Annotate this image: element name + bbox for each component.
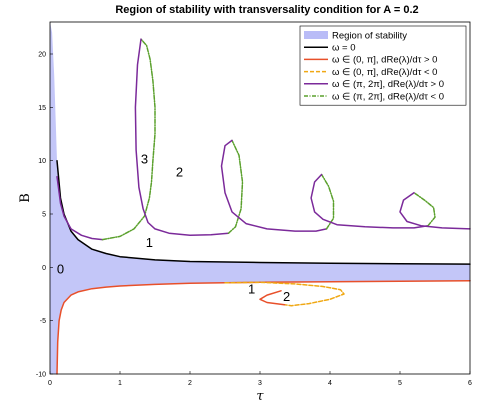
legend-label: ω ∈ (π, 2π], dRe(λ)/dτ < 0 [332,91,444,102]
y-axis-label: B [18,193,33,203]
region-annotation: 3 [141,152,148,167]
series-line-12 [399,191,471,230]
y-tick-label: 10 [38,158,46,165]
series-layer [56,38,471,375]
chart-title: Region of stability with transversality … [115,4,418,16]
region-annotation: 2 [176,164,183,179]
y-tick-label: 0 [42,265,46,272]
x-tick-label: 2 [188,380,192,387]
x-tick-label: 1 [118,380,122,387]
legend-label: ω = 0 [332,43,356,54]
series-line-1 [56,279,471,375]
region-annotation: 2 [283,289,290,304]
y-tick-label: -10 [36,372,46,379]
series-line-8 [220,139,328,232]
legend-box [299,25,467,106]
y-tick-label: -5 [40,318,46,325]
x-tick-label: 3 [258,380,262,387]
region-annotation: 0 [57,261,64,276]
series-line-3 [259,290,286,306]
annotation-layer: 3 2 1 0 1 2 [57,152,290,305]
region-annotation: 1 [248,282,255,297]
y-tick-label: 15 [38,105,46,112]
x-tick-label: 0 [48,380,52,387]
legend-swatch [304,31,328,39]
series-line-4 [56,175,104,241]
series-line-0 [56,159,471,265]
legend-label: ω ∈ (0, π], dRe(λ)/dτ < 0 [332,67,437,78]
legend-label: ω ∈ (0, π], dRe(λ)/dτ > 0 [332,55,437,66]
x-tick-label: 4 [328,380,332,387]
x-tick-label: 6 [468,380,472,387]
series-line-5 [101,38,156,241]
legend-label: ω ∈ (π, 2π], dRe(λ)/dτ > 0 [332,79,444,90]
y-tick-label: 5 [42,212,46,219]
legend-label: Region of stability [332,30,407,41]
series-line-2 [224,281,345,307]
x-axis-label: τ [256,389,264,404]
series-line-7 [227,139,244,234]
series-line-10 [310,173,429,229]
y-tick-label: 20 [38,52,46,59]
x-tick-label: 5 [398,380,402,387]
region-annotation: 1 [146,235,153,250]
series-line-11 [413,191,436,227]
series-line-6 [134,38,230,237]
